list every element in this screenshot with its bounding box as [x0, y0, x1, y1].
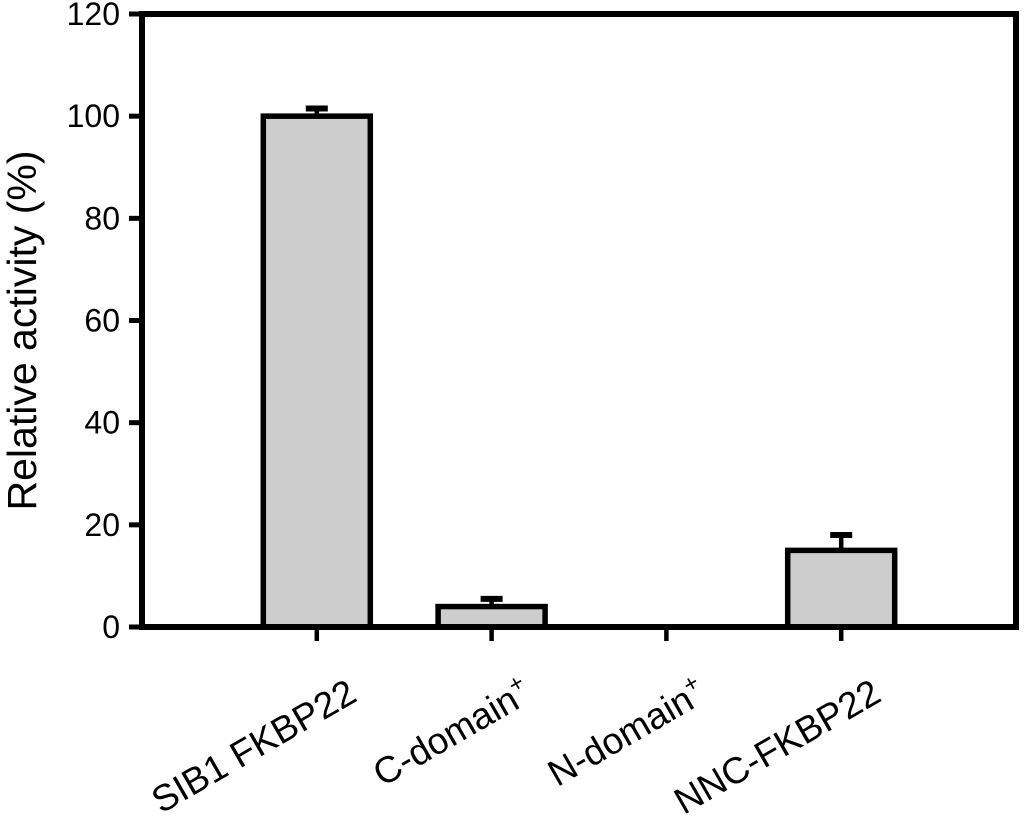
y-tick-label: 120	[67, 0, 120, 32]
y-tick-label: 60	[84, 303, 120, 339]
y-axis-title: Relative activity (%)	[0, 151, 45, 511]
y-tick-label: 100	[67, 98, 120, 134]
x-tick-label: C-domain+	[365, 669, 538, 794]
y-tick-label: 80	[84, 200, 120, 236]
bar	[435, 603, 548, 630]
y-tick-label: 20	[84, 507, 120, 543]
y-tick-label: 0	[102, 609, 120, 645]
bar	[784, 547, 898, 630]
bar	[260, 113, 374, 630]
x-tick-label: SIB1 FKBP22	[145, 671, 363, 821]
y-tick-label: 40	[84, 405, 120, 441]
